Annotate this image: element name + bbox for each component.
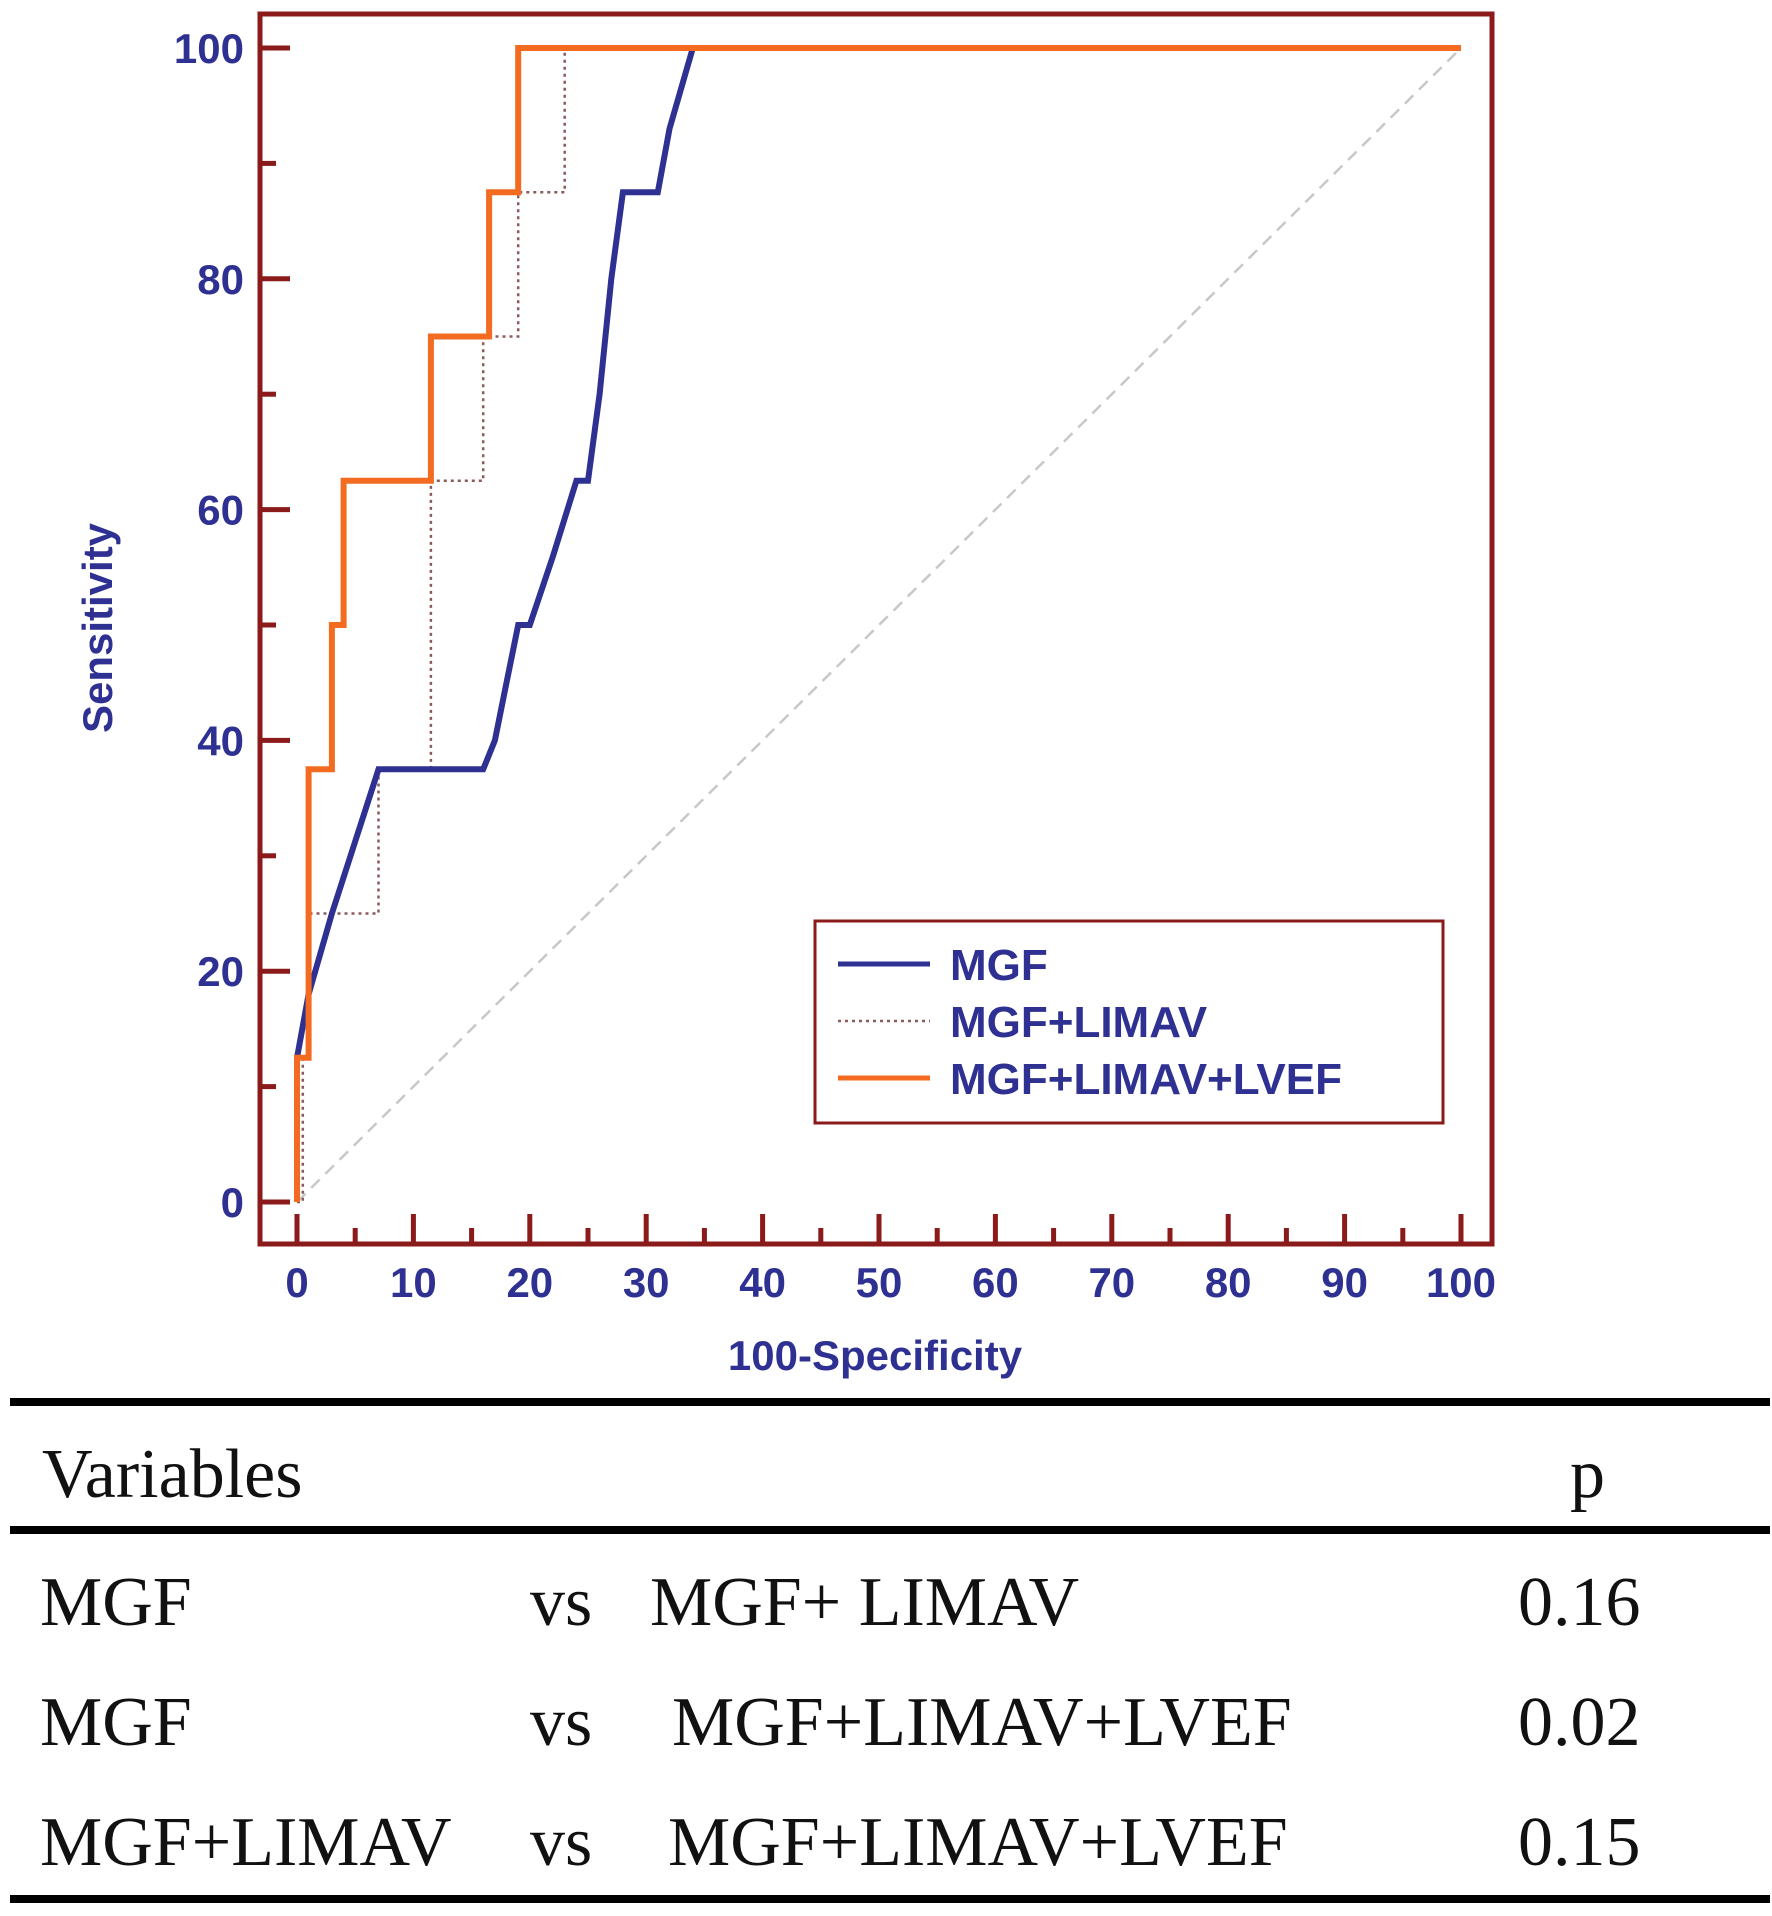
x-tick-label: 10 — [390, 1259, 437, 1306]
legend-label-mgf-limav: MGF+LIMAV — [950, 998, 1208, 1047]
row-vs: vs — [530, 1684, 593, 1761]
row-vs: vs — [530, 1564, 593, 1641]
y-tick-label: 40 — [197, 717, 244, 764]
x-tick-label: 50 — [856, 1259, 903, 1306]
row-variable-a: MGF — [40, 1564, 192, 1641]
x-tick-label: 0 — [285, 1259, 308, 1306]
row-vs: vs — [530, 1804, 593, 1881]
comparison-table: Variables p MGF vs MGF+ LIMAV 0.16 MGF v… — [10, 1398, 1770, 1903]
y-axis-title: Sensitivity — [74, 522, 121, 733]
row-p-value: 0.02 — [1518, 1684, 1641, 1761]
axis-ticks — [260, 45, 1464, 1244]
x-tick-label: 100 — [1426, 1259, 1496, 1306]
row-variable-a: MGF+LIMAV — [40, 1804, 452, 1881]
y-tick-label: 100 — [174, 25, 244, 72]
row-variable-b: MGF+LIMAV+LVEF — [668, 1804, 1288, 1881]
tick-labels: 0 10 20 30 40 50 60 70 80 90 100 0 20 40 60 80 100 — [174, 25, 1496, 1306]
legend-label-mgf: MGF — [950, 941, 1048, 990]
header-variables: Variables — [42, 1436, 303, 1513]
x-axis-title: 100-Specificity — [728, 1332, 1023, 1379]
x-tick-label: 30 — [623, 1259, 670, 1306]
series-line-mgf-limav-lvef — [294, 45, 1461, 1202]
row-p-value: 0.16 — [1518, 1564, 1641, 1641]
reference-diagonal-line — [296, 47, 1462, 1203]
row-variable-b: MGF+LIMAV+LVEF — [672, 1684, 1292, 1761]
y-tick-label: 80 — [197, 256, 244, 303]
x-tick-label: 60 — [972, 1259, 1019, 1306]
row-variable-b: MGF+ LIMAV — [650, 1564, 1080, 1641]
roc-chart: 0 10 20 30 40 50 60 70 80 90 100 0 20 40 60 80 100 100-S… — [74, 11, 1496, 1379]
y-tick-label: 20 — [197, 948, 244, 995]
x-tick-label: 40 — [739, 1259, 786, 1306]
table-header-rule — [10, 1526, 1770, 1534]
y-tick-label: 60 — [197, 487, 244, 534]
row-variable-a: MGF — [40, 1684, 192, 1761]
x-tick-label: 70 — [1088, 1259, 1135, 1306]
x-tick-label: 80 — [1205, 1259, 1252, 1306]
x-tick-label: 20 — [506, 1259, 553, 1306]
table-bottom-rule — [10, 1895, 1770, 1903]
legend-label-mgf-limav-lvef: MGF+LIMAV+LVEF — [950, 1055, 1342, 1104]
legend-box — [813, 919, 1445, 1125]
series-lines — [294, 45, 1462, 1204]
row-p-value: 0.15 — [1518, 1804, 1641, 1881]
y-tick-label: 0 — [221, 1179, 244, 1226]
series-line-mgf — [294, 45, 1461, 1202]
series-line-mgf-limav — [297, 46, 1461, 1204]
header-p: p — [1570, 1436, 1605, 1513]
x-tick-label: 90 — [1321, 1259, 1368, 1306]
legend: MGF MGF+LIMAV MGF+LIMAV+LVEF — [813, 919, 1445, 1125]
table-top-rule — [10, 1398, 1770, 1406]
